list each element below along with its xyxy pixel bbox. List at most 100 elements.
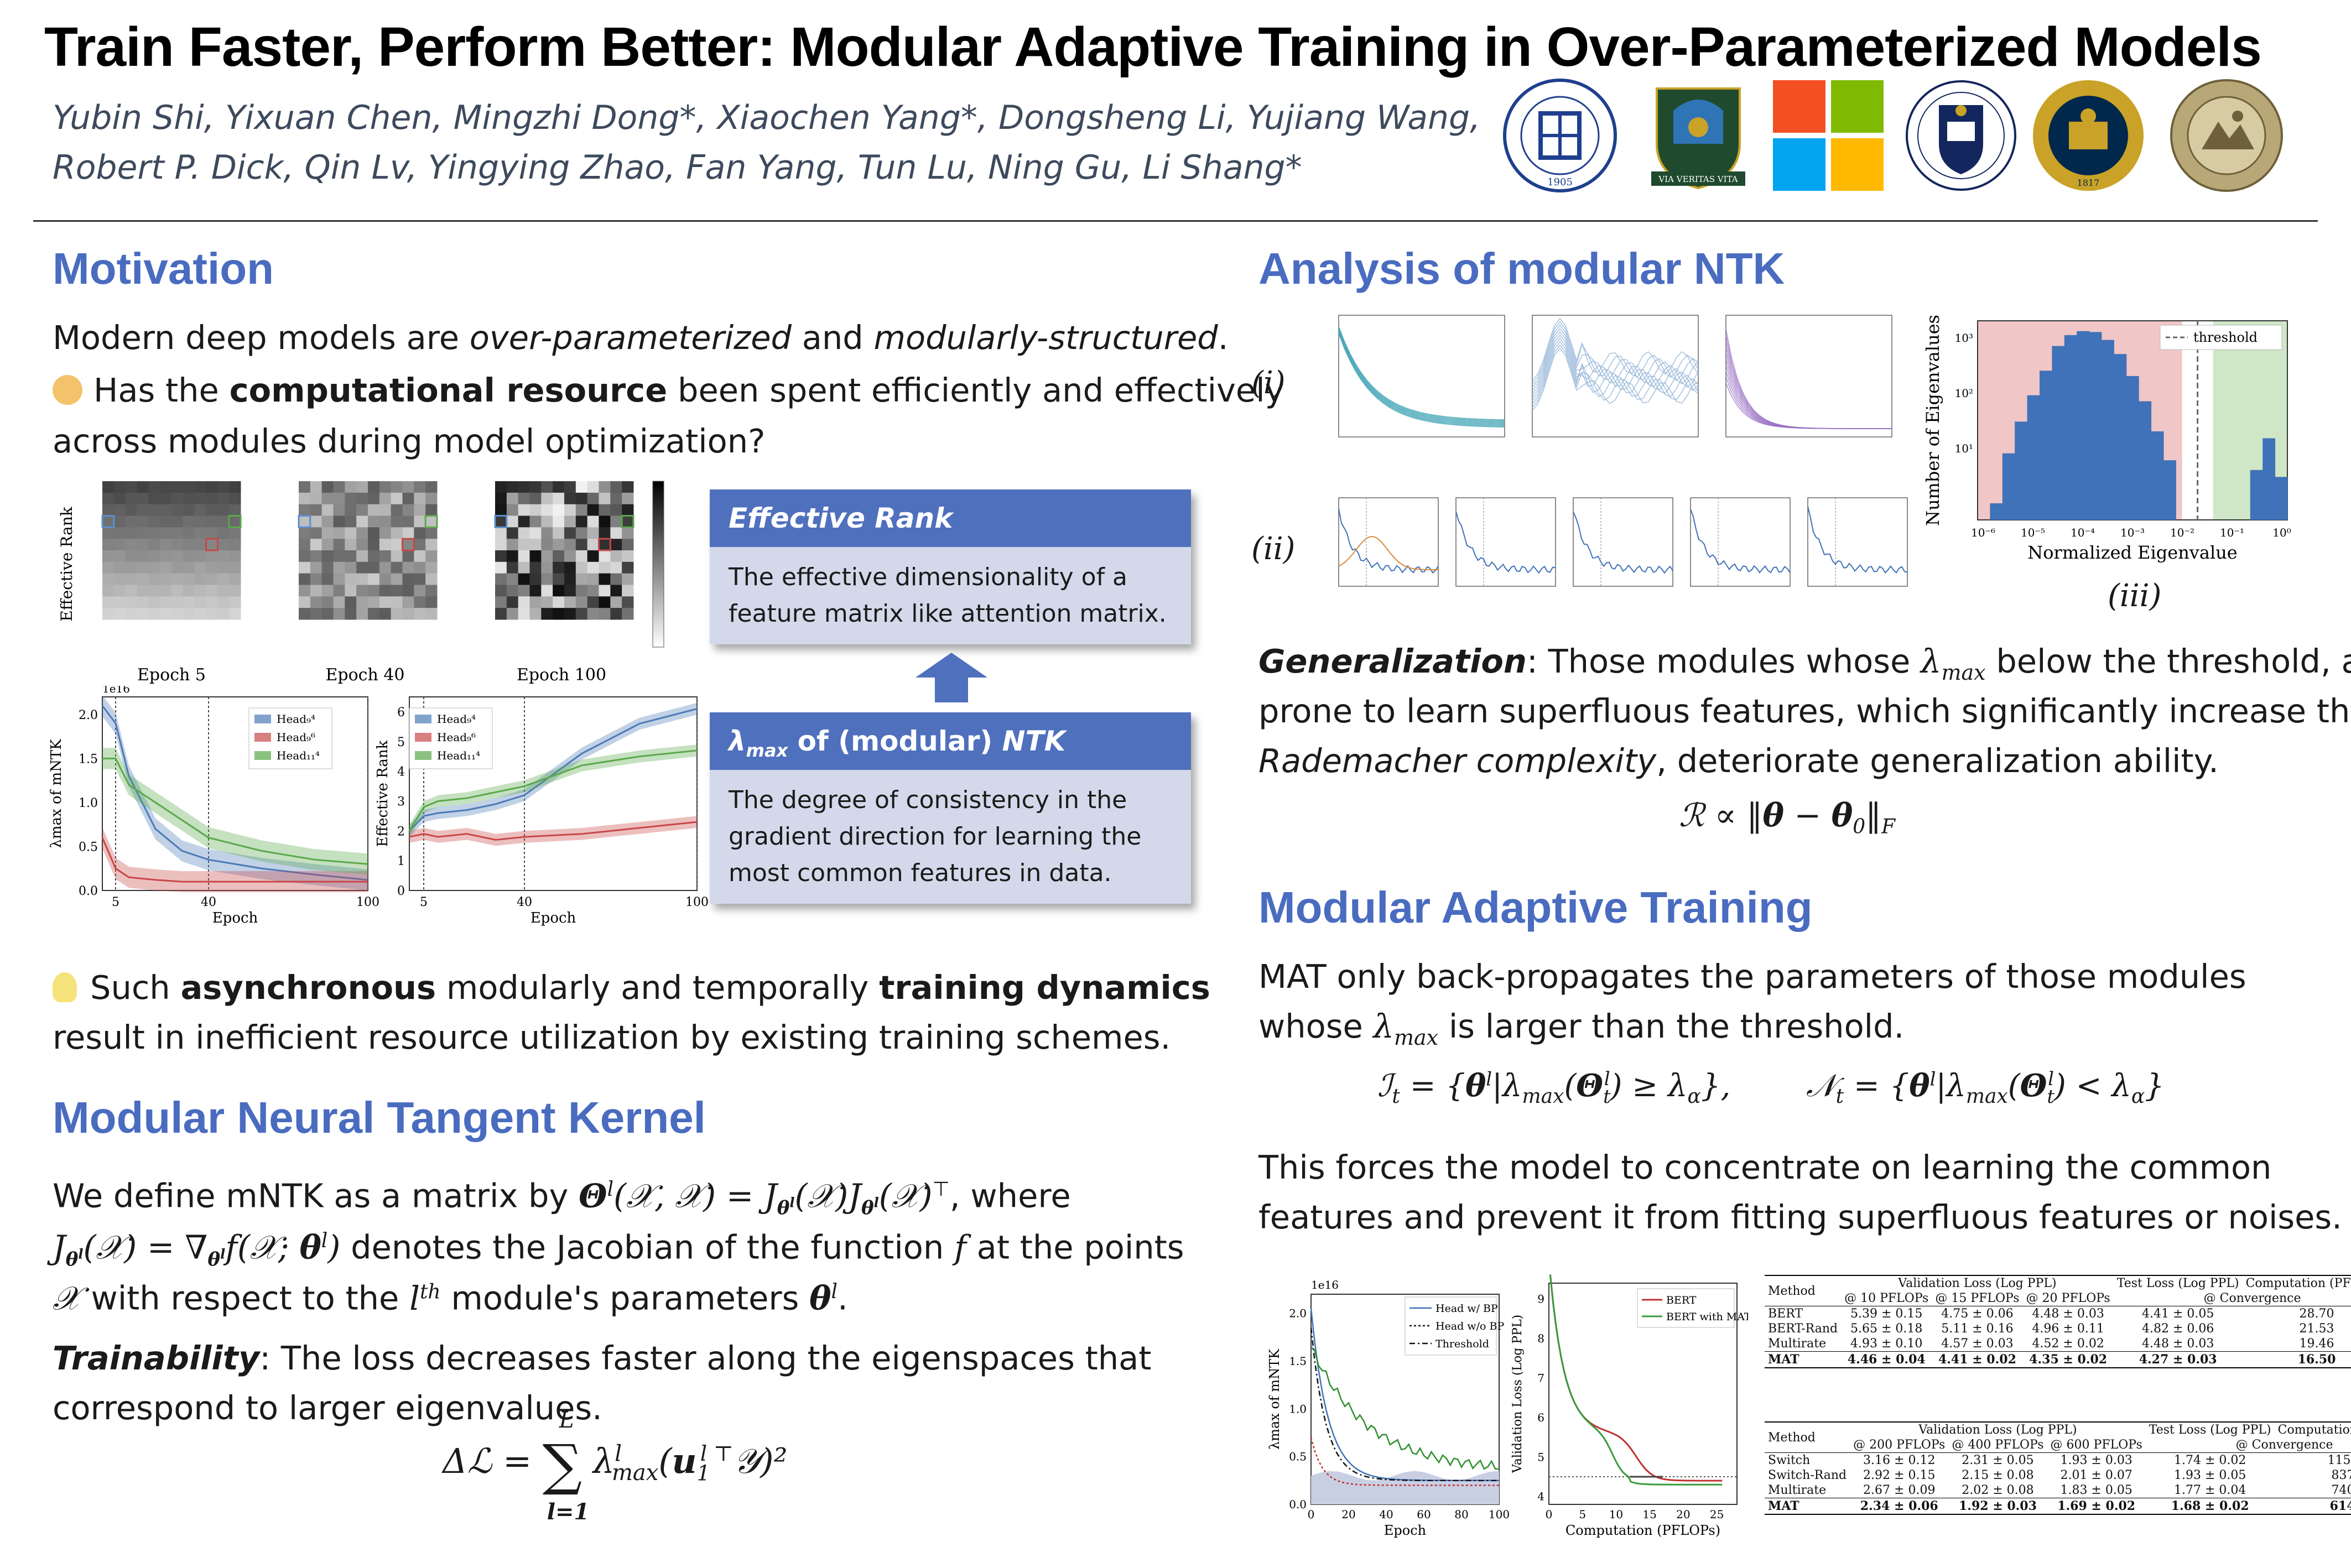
histogram-bar — [2163, 460, 2176, 520]
heatmap-cell — [148, 550, 160, 562]
legend-label: Head₉⁶ — [277, 731, 315, 744]
heatmap-cell — [379, 561, 392, 574]
y-tick-label: 5 — [1537, 1450, 1544, 1463]
heatmap-cell — [587, 561, 599, 574]
y-tick-label: 2.0 — [1289, 1307, 1307, 1320]
heatmap-cell — [345, 596, 357, 608]
heatmap-cell — [622, 539, 634, 551]
y-tick-label: 9 — [1537, 1293, 1544, 1306]
heatmap-cell — [599, 561, 611, 574]
heatmap-cell — [183, 596, 195, 608]
results-table-bert: Method Validation Loss (Log PPL) Test Loss… — [1765, 1275, 2351, 1368]
heatmap-cell — [610, 561, 622, 574]
heatmap-cell — [171, 608, 184, 620]
histogram-bar — [1990, 503, 2003, 520]
heatmap-cell — [518, 608, 530, 620]
heatmap-cell — [137, 561, 149, 574]
heatmap-cell — [206, 481, 218, 493]
heatmap-cell — [137, 515, 149, 528]
heatmap-cell — [102, 585, 115, 597]
thumbnail-line — [1455, 511, 1556, 574]
heatmap-cell — [137, 596, 149, 608]
heatmap-cell — [171, 481, 184, 493]
heatmap-cell — [160, 504, 172, 516]
heatmap-cell — [333, 550, 345, 562]
heatmap-cell — [102, 515, 115, 528]
heatmap-cell — [356, 527, 368, 539]
heatmap-cell — [402, 515, 414, 528]
series-line — [1549, 1274, 1723, 1486]
thumbnail-line — [1807, 506, 1908, 574]
thumbnail-line — [1338, 332, 1505, 427]
y-tick-label: 10¹ — [1955, 442, 1973, 455]
y-tick-label: 7 — [1537, 1371, 1544, 1384]
trainability-line-1: Trainability: The loss decreases faster … — [53, 1339, 1152, 1377]
heatmap-cell — [610, 504, 622, 516]
heatmap-cell — [379, 596, 392, 608]
heatmap-cell — [575, 608, 588, 620]
legend-swatch — [254, 715, 271, 723]
heatmap-cell — [160, 492, 172, 505]
x-axis-label: Epoch — [530, 910, 576, 926]
heatmap-cell — [529, 585, 542, 597]
x-tick-label: 10⁻² — [2170, 526, 2194, 539]
thumbnail-line — [1338, 327, 1505, 421]
x-tick-label: 0 — [1546, 1508, 1553, 1521]
heatmap-cell — [587, 539, 599, 551]
heatmap-cell — [553, 573, 565, 585]
heatmap-cell — [113, 492, 126, 505]
heatmap-cell — [414, 561, 426, 574]
heatmap-cell — [333, 561, 345, 574]
legend-swatch — [415, 715, 431, 723]
heatmap-cell — [217, 608, 230, 620]
legend-label: Head₉⁴ — [277, 712, 315, 726]
heatmap-cell — [229, 492, 241, 505]
heatmap-cell — [379, 492, 392, 505]
series-line — [1310, 1327, 1499, 1482]
heatmap-cell — [160, 539, 172, 551]
heatmap-cell — [564, 608, 576, 620]
heatmap-cell — [125, 492, 137, 505]
highlight-red — [598, 538, 611, 551]
heatmap-cell — [622, 596, 634, 608]
mat-equation-left: ℐt = {θl|λmax(Θtl) ≥ λα}, — [1377, 1067, 1731, 1108]
table-row: Multirate 4.93 ± 0.10 4.57 ± 0.03 4.52 ± 0.… — [1768, 1337, 2334, 1351]
heatmap-cell — [148, 504, 160, 516]
heatmap-cell — [541, 573, 553, 585]
heatmap-cell — [206, 492, 218, 505]
heatmap-cell — [391, 504, 403, 516]
heatmap-cell — [599, 585, 611, 597]
heatmap-cell — [518, 527, 530, 539]
heatmap-cell — [518, 550, 530, 562]
x-tick-label: 10⁻⁴ — [2071, 526, 2095, 539]
heatmap-cell — [368, 504, 380, 516]
heatmap-cell — [148, 527, 160, 539]
heatmap-cell — [379, 515, 392, 528]
michigan-logo: 1817 — [2033, 80, 2144, 191]
heatmap-cell — [171, 585, 184, 597]
table-row: BERT 5.39 ± 0.15 4.75 ± 0.06 4.48 ± 0.03 4.4… — [1765, 1306, 2351, 1321]
y-tick-label: 3 — [397, 795, 405, 809]
heatmap-cell — [391, 585, 403, 597]
heatmap-cell — [229, 585, 241, 597]
heatmap-cell — [622, 608, 634, 620]
y-tick-label: 0.5 — [1289, 1450, 1307, 1463]
x-tick-label: 25 — [1710, 1508, 1724, 1521]
heatmap-cell — [137, 585, 149, 597]
heatmap-cell — [321, 481, 334, 493]
heatmap-cell — [148, 492, 160, 505]
heatmap-cell — [113, 527, 126, 539]
heatmap-label-epoch40: Epoch 40 — [326, 665, 405, 685]
heatmap-cell — [183, 561, 195, 574]
heatmap-cell — [299, 550, 311, 562]
heatmap-cell — [368, 527, 380, 539]
heatmap-cell — [622, 504, 634, 516]
heatmap-cell — [553, 561, 565, 574]
heatmap-cell — [333, 481, 345, 493]
heatmap-cell — [229, 596, 241, 608]
heatmap-cell — [506, 608, 519, 620]
heatmap-cell — [333, 573, 345, 585]
heatmap-cell — [587, 608, 599, 620]
histogram-bar — [2052, 346, 2065, 520]
heatmap-cell — [506, 561, 519, 574]
